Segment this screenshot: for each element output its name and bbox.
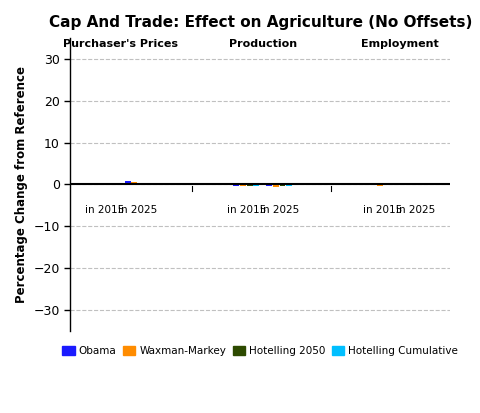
Bar [124, 181, 130, 185]
Text: Purchaser's Prices: Purchaser's Prices [63, 38, 178, 49]
Title: Cap And Trade: Effect on Agriculture (No Offsets): Cap And Trade: Effect on Agriculture (No… [48, 15, 471, 30]
Bar [286, 185, 291, 186]
Bar [105, 183, 110, 185]
Bar [131, 182, 137, 185]
Text: in 2025: in 2025 [118, 205, 157, 215]
Bar [137, 183, 144, 185]
Legend: Obama, Waxman-Markey, Hotelling 2050, Hotelling Cumulative: Obama, Waxman-Markey, Hotelling 2050, Ho… [58, 342, 462, 360]
Text: Production: Production [228, 38, 296, 49]
Bar [240, 185, 245, 186]
Text: in 2025: in 2025 [259, 205, 298, 215]
Y-axis label: Percentage Change from Reference: Percentage Change from Reference [15, 66, 28, 303]
Bar [279, 185, 285, 186]
Bar [272, 185, 278, 187]
Text: in 2015: in 2015 [362, 205, 402, 215]
Bar [246, 185, 252, 186]
Text: in 2025: in 2025 [396, 205, 434, 215]
Bar [98, 184, 104, 185]
Text: in 2015: in 2015 [226, 205, 265, 215]
Text: in 2015: in 2015 [85, 205, 124, 215]
Text: Employment: Employment [360, 38, 437, 49]
Bar [266, 185, 272, 186]
Bar [252, 185, 259, 186]
Bar [376, 185, 382, 186]
Bar [144, 183, 150, 185]
Bar [233, 185, 239, 186]
Bar [92, 184, 97, 185]
